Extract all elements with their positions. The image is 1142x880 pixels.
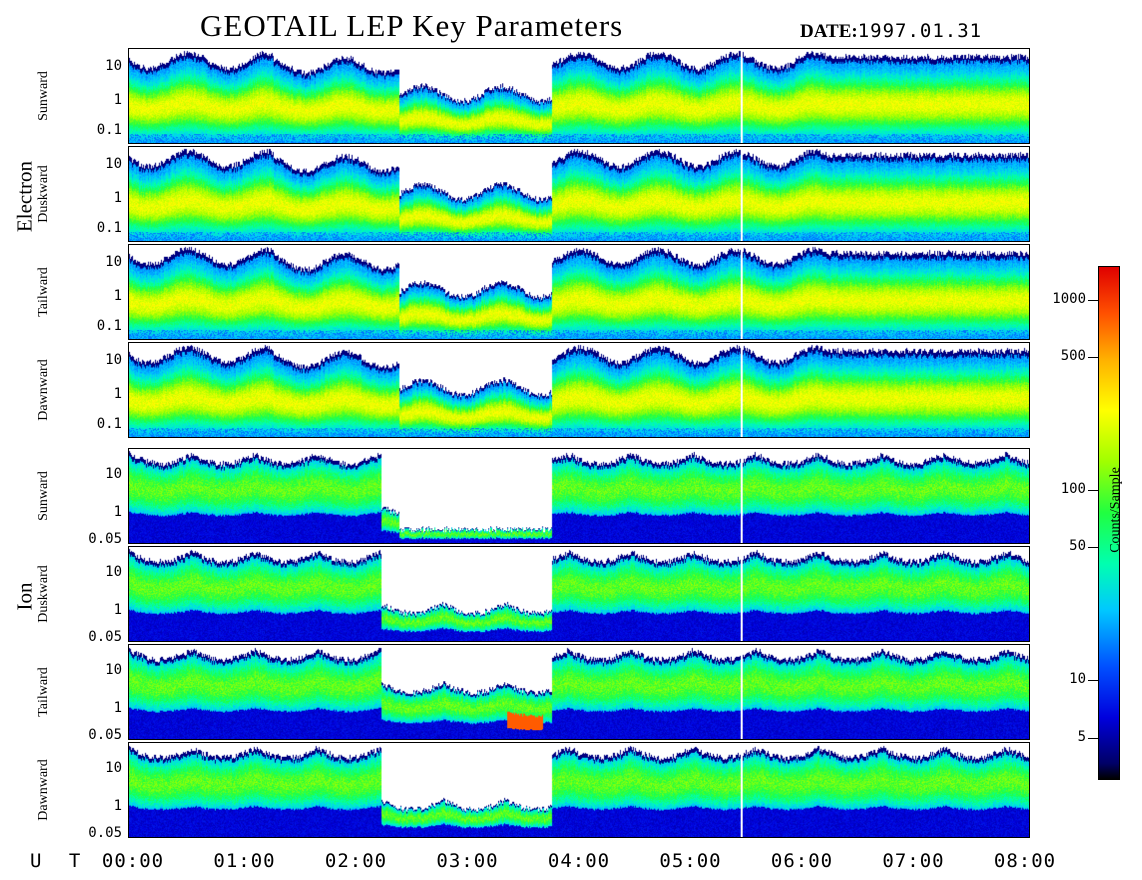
colorbar-tick-mark [1088, 356, 1098, 358]
y-tick-label: 1 [113, 602, 122, 619]
y-tick-label: 0.1 [96, 219, 122, 236]
x-tick-label: 08:00 [993, 850, 1057, 872]
colorbar-tick-mark [1088, 547, 1098, 549]
y-tick-label: 10 [105, 254, 122, 271]
y-tick-label: 0.1 [96, 121, 122, 138]
ut-axis-label: U T [30, 850, 89, 872]
ion-duskward-panel [128, 546, 1030, 642]
colorbar [1098, 266, 1120, 780]
colorbar-tick-mark [1088, 299, 1098, 301]
spectrogram-canvas [129, 645, 1029, 739]
date-label: DATE: [800, 21, 858, 42]
date-value: 1997.01.31 [857, 20, 983, 42]
spectrogram-canvas [129, 245, 1029, 339]
group-label-ion: Ion [12, 582, 37, 611]
x-tick-label: 04:00 [547, 850, 611, 872]
panel-label-duskward: Duskward [36, 565, 51, 623]
ion-tailward-panel [128, 644, 1030, 740]
spectrogram-canvas [129, 743, 1029, 837]
y-tick-label: 0.1 [96, 317, 122, 334]
x-tick-label: 01:00 [213, 850, 276, 872]
x-tick-label: 05:00 [659, 850, 722, 872]
date-readout: DATE:1997.01.31 [800, 20, 982, 43]
panel-label-tailward: Tailward [36, 267, 51, 317]
y-tick-label: 10 [105, 156, 122, 173]
x-tick-label: 07:00 [882, 850, 945, 872]
y-tick-label: 10 [105, 352, 122, 369]
spectrogram-canvas [129, 49, 1029, 143]
colorbar-tick-label: 1000 [1052, 290, 1086, 307]
ion-dawnward-panel [128, 742, 1030, 838]
colorbar-tick-label: 50 [1069, 538, 1086, 555]
panel-label-sunward: Sunward [36, 471, 51, 521]
y-tick-label: 0.05 [88, 531, 122, 548]
electron-dawnward-panel [128, 342, 1030, 438]
electron-tailward-panel [128, 244, 1030, 340]
x-tick-label: 02:00 [324, 850, 388, 872]
x-tick-label: 06:00 [770, 850, 834, 872]
panel-label-dawnward: Dawnward [36, 359, 51, 421]
colorbar-tick-label: 500 [1060, 347, 1086, 364]
colorbar-tick-mark [1088, 489, 1098, 491]
y-tick-label: 10 [105, 759, 122, 776]
chart-title: GEOTAIL LEP Key Parameters [200, 8, 624, 43]
y-tick-label: 1 [113, 385, 122, 402]
colorbar-tick-label: 5 [1077, 728, 1086, 745]
electron-duskward-panel [128, 146, 1030, 242]
ion-sunward-panel [128, 448, 1030, 544]
y-tick-label: 1 [113, 504, 122, 521]
panel-label-tailward: Tailward [36, 667, 51, 717]
y-tick-label: 1 [113, 287, 122, 304]
y-tick-label: 10 [105, 465, 122, 482]
panel-label-dawnward: Dawnward [36, 759, 51, 821]
spectrogram-canvas [129, 449, 1029, 543]
colorbar-tick-mark [1088, 680, 1098, 682]
spectrogram-canvas [129, 343, 1029, 437]
colorbar-tick-mark [1088, 737, 1098, 739]
electron-sunward-panel [128, 48, 1030, 144]
y-tick-label: 10 [105, 661, 122, 678]
y-tick-label: 10 [105, 563, 122, 580]
spectrogram-canvas [129, 147, 1029, 241]
group-label-electron: Electron [12, 160, 37, 233]
y-tick-label: 0.05 [88, 629, 122, 646]
spectrogram-canvas [129, 547, 1029, 641]
x-tick-label: 03:00 [436, 850, 499, 872]
y-tick-label: 0.1 [96, 415, 122, 432]
y-tick-label: 1 [113, 798, 122, 815]
y-tick-label: 10 [105, 58, 122, 75]
x-tick-label: 00:00 [101, 850, 165, 872]
colorbar-tick-label: 10 [1069, 671, 1086, 688]
y-tick-label: 1 [113, 189, 122, 206]
colorbar-label: Counts/Sample [1108, 467, 1123, 553]
panel-label-sunward: Sunward [36, 71, 51, 121]
y-tick-label: 0.05 [88, 825, 122, 842]
y-tick-label: 1 [113, 700, 122, 717]
colorbar-tick-label: 100 [1060, 480, 1086, 497]
y-tick-label: 0.05 [88, 727, 122, 744]
panel-label-duskward: Duskward [36, 165, 51, 223]
y-tick-label: 1 [113, 91, 122, 108]
